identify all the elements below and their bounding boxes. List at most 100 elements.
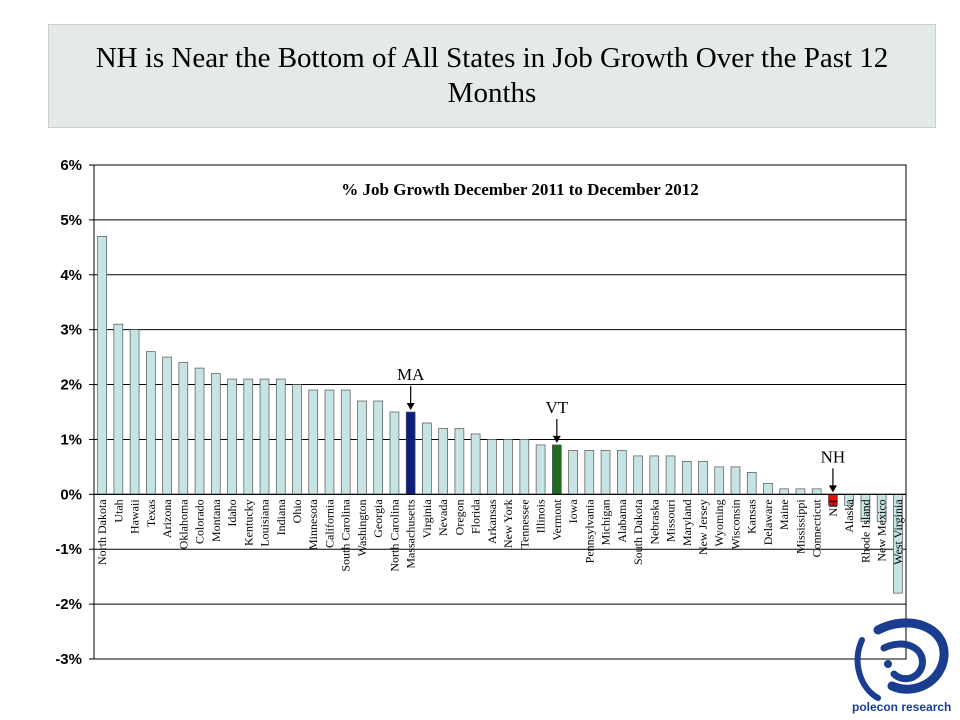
slide-title-box: NH is Near the Bottom of All States in J… — [48, 24, 936, 128]
bar-idaho — [227, 378, 237, 495]
x-tick-label: Ohio — [290, 499, 304, 523]
bar-kansas — [746, 472, 757, 495]
bar-delaware — [763, 483, 773, 495]
x-tick-label: Alabama — [615, 499, 629, 543]
x-tick-label: Texas — [144, 499, 158, 527]
bar-south-carolina — [340, 389, 351, 495]
x-tick-label: Missouri — [664, 499, 678, 542]
x-tick-label: Nebraska — [647, 499, 661, 545]
slide-title: NH is Near the Bottom of All States in J… — [95, 42, 889, 109]
x-tick-label: Illinois — [534, 499, 548, 533]
bar-ohio — [292, 384, 302, 495]
x-tick-label: Maryland — [680, 499, 694, 546]
bar-texas — [146, 351, 156, 495]
x-tick-label: Rhode Island — [858, 499, 872, 563]
bar-hawaii — [129, 329, 140, 495]
x-tick-label: Hawaii — [128, 499, 142, 534]
x-tick-label: Virginia — [420, 499, 434, 539]
x-tick-label: South Carolina — [339, 499, 353, 572]
x-tick-label: Colorado — [193, 499, 207, 544]
x-tick-label: Arkansas — [485, 499, 499, 544]
x-tick-label: Louisiana — [258, 499, 272, 547]
bar-michigan — [600, 450, 611, 495]
x-tick-label: Kansas — [745, 499, 759, 534]
logo-text: polecon research — [852, 700, 952, 714]
y-tick-label: 4% — [60, 267, 82, 284]
annotation-arrowhead — [828, 485, 837, 493]
bar-wisconsin — [730, 466, 741, 495]
x-tick-label: Wyoming — [712, 499, 726, 546]
x-tick-label: Nevada — [436, 499, 450, 536]
y-tick-label: 2% — [60, 377, 82, 394]
bar-south-dakota — [633, 455, 643, 495]
x-tick-label: Michigan — [599, 499, 613, 545]
x-tick-label: South Dakota — [631, 499, 645, 565]
x-tick-label: Iowa — [566, 499, 580, 524]
x-tick-label: Pennsylvania — [582, 499, 596, 564]
bar-iowa — [568, 450, 578, 495]
y-tick-label: 3% — [60, 322, 82, 339]
x-tick-label: Minnesota — [306, 499, 320, 550]
bar-pennsylvania — [584, 450, 595, 495]
bar-california — [324, 389, 335, 495]
bar-wyoming — [714, 466, 725, 495]
bar-utah — [113, 323, 124, 495]
bar-louisiana — [259, 378, 270, 495]
bar-minnesota — [308, 389, 319, 495]
bar-north-carolina — [389, 411, 400, 495]
x-tick-label: Arizona — [160, 499, 174, 538]
bar-oklahoma — [178, 362, 189, 495]
x-tick-label: New York — [501, 499, 515, 548]
polecon-logo-icon — [854, 618, 949, 701]
y-tick-label: 1% — [60, 431, 82, 448]
bar-massachusetts — [405, 411, 416, 495]
x-tick-label: Florida — [469, 499, 483, 534]
bar-washington — [357, 400, 367, 495]
bar-maine — [779, 488, 790, 495]
bar-vermont — [552, 444, 562, 495]
bar-florida — [470, 433, 481, 495]
bar-indiana — [275, 378, 286, 495]
annotation-arrowhead — [552, 435, 561, 443]
x-tick-label: Maine — [777, 499, 791, 530]
x-tick-label: Massachusetts — [404, 499, 418, 569]
bar-nebraska — [649, 455, 660, 495]
x-tick-label: Vermont — [550, 499, 564, 541]
x-tick-label: Indiana — [274, 499, 288, 536]
bar-colorado — [194, 367, 205, 495]
x-tick-label: Kentucky — [241, 499, 255, 546]
y-tick-label: -1% — [55, 541, 82, 558]
y-tick-label: -3% — [55, 651, 82, 668]
x-tick-label: North Dakota — [95, 499, 109, 565]
x-tick-label: Connecticut — [810, 499, 824, 558]
bar-arizona — [162, 356, 172, 495]
bar-tennessee — [519, 439, 530, 495]
x-tick-label: Idaho — [225, 499, 239, 526]
bar-illinois — [535, 444, 546, 495]
bar-arkansas — [487, 439, 497, 495]
x-tick-label: California — [322, 499, 336, 548]
bar-connecticut — [811, 488, 822, 495]
annotation-label: MA — [397, 365, 425, 384]
x-tick-label: Washington — [355, 499, 369, 556]
x-tick-label: Montana — [209, 499, 223, 542]
x-tick-label: New Mexico — [875, 499, 889, 561]
bar-maryland — [681, 461, 692, 495]
annotation-label: NH — [821, 447, 846, 466]
x-tick-label: Georgia — [371, 499, 385, 538]
x-tick-label: Utah — [111, 499, 125, 522]
chart-title: % Job Growth December 2011 to December 2… — [341, 180, 698, 199]
x-tick-label: West Virginia — [891, 499, 905, 565]
bar-virginia — [422, 422, 432, 495]
x-tick-label: North Carolina — [387, 499, 401, 572]
bar-missouri — [665, 455, 676, 495]
bar-montana — [210, 373, 221, 495]
x-tick-label: Alaska — [842, 499, 856, 533]
x-tick-label: NH — [826, 499, 840, 517]
x-tick-label: Oregon — [452, 499, 466, 535]
y-tick-label: 6% — [60, 157, 82, 174]
x-tick-label: Delaware — [761, 499, 775, 545]
x-tick-label: New Jersey — [696, 499, 710, 555]
bar-new-jersey — [698, 461, 708, 495]
bar-nevada — [438, 428, 448, 495]
